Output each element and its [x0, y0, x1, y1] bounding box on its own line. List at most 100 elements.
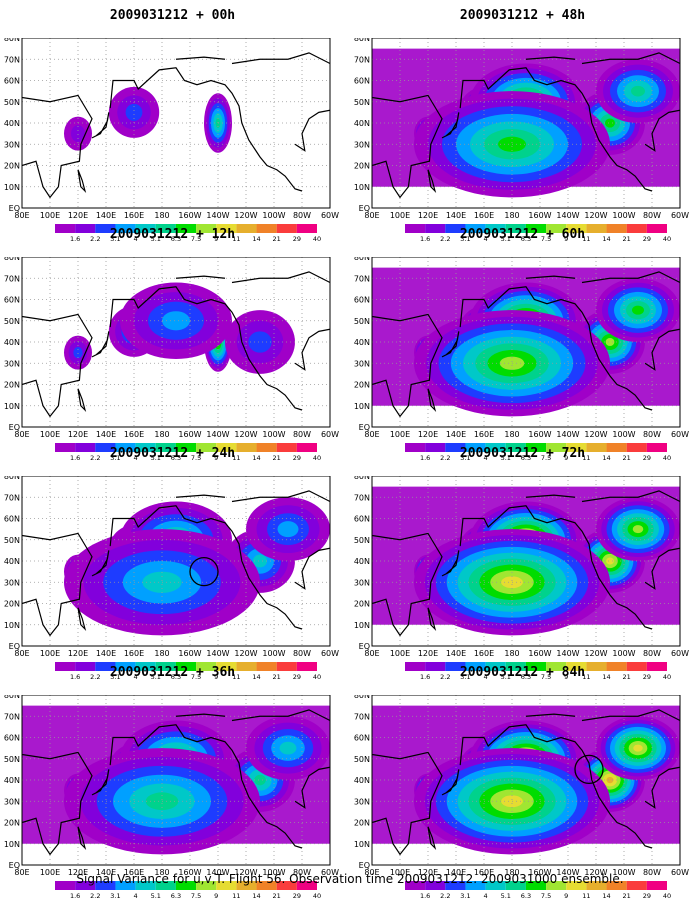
x-tick-label: 160E — [124, 649, 144, 658]
map-panel: 2009031212 + 84h EQ 10N 20N 30N 40N 50N 60N 70N 8… — [350, 657, 695, 900]
x-tick-label: 120E — [68, 868, 88, 877]
colorbar-label: 7.5 — [191, 892, 201, 900]
x-tick-label: 100E — [40, 211, 60, 220]
colorbar-swatch — [196, 662, 217, 671]
y-tick-label: 40N — [4, 338, 20, 347]
coastline — [109, 724, 303, 849]
coastline — [175, 713, 226, 717]
colorbar-label: 1.6 — [70, 673, 80, 681]
y-tick-label: 20N — [354, 162, 370, 171]
colorbar-label: 40 — [663, 235, 671, 243]
x-tick-label: 60W — [321, 211, 339, 220]
x-tick-label: 60W — [671, 868, 689, 877]
x-tick-label: 120W — [234, 211, 257, 220]
colorbar-label: 40 — [313, 235, 321, 243]
colorbar-swatch — [445, 881, 466, 890]
colorbar-swatch — [425, 662, 446, 671]
colorbar-swatch — [626, 662, 647, 671]
map-frame — [21, 695, 331, 866]
map-frame — [371, 476, 681, 647]
x-tick-label: 120E — [418, 430, 438, 439]
coastline — [372, 94, 443, 199]
colorbar-label: 11 — [582, 892, 590, 900]
x-tick-label: 80W — [293, 430, 311, 439]
y-tick-label: 40N — [354, 557, 370, 566]
y-tick-label: 30N — [4, 359, 20, 368]
y-tick-label: 20N — [354, 381, 370, 390]
y-tick-label: 50N — [354, 536, 370, 545]
colorbar-swatch — [546, 443, 567, 452]
coastline — [372, 532, 443, 637]
colorbar-swatch — [155, 881, 176, 890]
colorbar-swatch — [75, 224, 96, 233]
x-tick-label: 160E — [124, 868, 144, 877]
colorbar-swatch — [505, 662, 526, 671]
y-tick-label: 50N — [354, 755, 370, 764]
colorbar-swatch — [236, 881, 257, 890]
x-tick-label: 120E — [68, 430, 88, 439]
x-tick-label: 80W — [643, 430, 661, 439]
colorbar-label: 7.5 — [541, 235, 551, 243]
colorbar-label: 9 — [214, 454, 218, 462]
x-tick-label: 80E — [14, 430, 29, 439]
colorbar-label: 9 — [564, 673, 568, 681]
x-tick-label: 140W — [206, 211, 229, 220]
map-frame — [371, 38, 681, 209]
coastline — [294, 328, 330, 371]
colorbar-swatch — [646, 443, 667, 452]
colorbar-swatch — [546, 881, 567, 890]
colorbar-swatch — [465, 662, 486, 671]
y-tick-label: 60N — [354, 515, 370, 524]
variance-contour — [125, 103, 143, 121]
colorbar-swatch — [175, 881, 197, 890]
y-tick-label: 60N — [4, 734, 20, 743]
x-tick-label: 100E — [390, 430, 410, 439]
colorbar-label: 3.1 — [110, 892, 120, 900]
colorbar-swatch — [276, 443, 297, 452]
colorbar-swatch — [465, 881, 486, 890]
colorbar-swatch — [55, 662, 76, 671]
colorbar-label: 5.1 — [501, 235, 511, 243]
colorbar-swatch — [405, 881, 426, 890]
variance-contour — [73, 346, 83, 359]
x-tick-label: 120W — [234, 430, 257, 439]
x-tick-label: 180 — [504, 211, 519, 220]
y-tick-label: 80N — [354, 257, 370, 262]
colorbar-label: 14 — [602, 235, 610, 243]
colorbar-swatch — [155, 662, 176, 671]
y-tick-label: 70N — [4, 274, 20, 283]
x-tick-label: 140W — [206, 868, 229, 877]
x-tick-label: 160W — [178, 211, 201, 220]
y-tick-label: 10N — [354, 621, 370, 630]
colorbar-swatch — [485, 224, 506, 233]
colorbar-swatch — [525, 881, 547, 890]
panel-title: 2009031212 + 72h — [459, 446, 586, 461]
x-tick-label: 100E — [40, 868, 60, 877]
colorbar-label: 21 — [623, 235, 631, 243]
colorbar-label: 29 — [643, 673, 651, 681]
x-tick-label: 120W — [584, 211, 607, 220]
y-tick-label: EQ — [359, 642, 370, 651]
colorbar-swatch — [296, 881, 317, 890]
x-tick-label: 140W — [556, 430, 579, 439]
coastline — [231, 709, 330, 722]
x-tick-label: 160W — [528, 430, 551, 439]
x-tick-label: 160E — [474, 211, 494, 220]
colorbar-label: 4 — [134, 892, 138, 900]
x-tick-label: 80E — [364, 868, 379, 877]
panel-title: 2009031212 + 12h — [109, 227, 236, 242]
x-tick-label: 160W — [528, 868, 551, 877]
x-tick-label: 160E — [474, 868, 494, 877]
colorbar-label: 1.6 — [420, 892, 430, 900]
x-tick-label: 100W — [612, 430, 635, 439]
figure-caption: Signal Variance for u,v,T. Flight 56. Ob… — [76, 872, 624, 886]
colorbar-swatch — [646, 881, 667, 890]
y-tick-label: 30N — [4, 578, 20, 587]
x-tick-label: 60W — [671, 430, 689, 439]
colorbar-label: 7.5 — [541, 454, 551, 462]
colorbar-label: 21 — [273, 892, 281, 900]
variance-contour — [71, 125, 85, 143]
colorbar-swatch — [546, 662, 567, 671]
colorbar-label: 9 — [214, 892, 218, 900]
colorbar-swatch — [256, 443, 277, 452]
